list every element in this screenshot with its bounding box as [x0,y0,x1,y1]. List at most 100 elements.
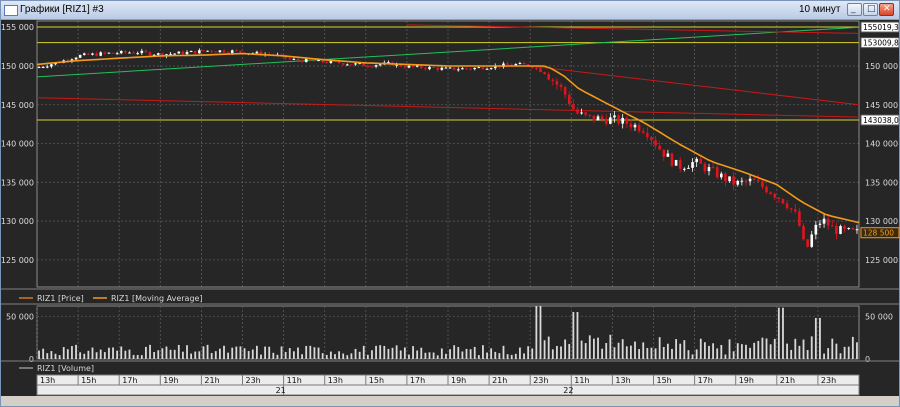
candle-down [703,163,707,172]
candle-down [522,63,526,65]
candle-down [362,63,366,67]
volume-bar [720,344,723,359]
volume-bar [605,342,608,359]
candle-up [189,50,193,52]
volume-bar [798,345,801,359]
candle-up [822,218,826,224]
price-tick-label-left: 130 000 [1,217,34,226]
chart-window-icon [4,5,18,16]
candle-down [641,131,645,133]
candle-up [674,159,678,166]
candle-down [826,218,830,226]
hour-label: 11h [574,376,589,385]
hour-label: 15h [81,376,96,385]
candle-up [169,53,172,55]
candle-up [115,53,119,55]
candle-down [399,63,403,67]
volume-bar [835,343,838,359]
candle-down [87,53,90,55]
volume-bar [531,348,534,359]
volume-bar [317,347,320,359]
volume-bar [42,348,45,359]
candle-up [596,116,600,121]
candle-up [489,68,493,70]
candle-down [646,132,649,138]
hour-label: 15h [657,376,672,385]
candle-up [695,158,698,163]
price-tick-label-left: 135 000 [1,178,34,187]
volume-bar [313,347,316,359]
candle-down [830,225,834,227]
candle-down [744,180,748,182]
volume-bar [383,345,386,359]
price-tick-label-left: 145 000 [1,101,34,110]
candle-down [617,115,620,124]
volume-bar [810,336,813,359]
volume-bar [769,344,772,359]
maximize-icon: □ [867,4,876,14]
volume-bar [399,350,402,359]
candle-down [798,211,801,226]
chart-area[interactable]: 155 000 150 000 150 000 145 000 145 000 140 0… [1,20,899,406]
price-tick-label-right: 135 000 [865,178,898,187]
volume-bar [358,351,361,359]
red-trendline[interactable] [406,24,860,34]
candle-down [715,167,719,178]
hour-label: 15h [369,376,384,385]
legend-price: RIZ1 [Price] [37,294,84,303]
volume-bar [654,348,657,359]
volume-bar [666,343,669,359]
interval-label[interactable]: 10 минут [799,4,841,15]
price-marker-label: 128 500 [863,229,894,238]
candle-down [341,63,345,65]
volume-axis: 50 000 50 000 0 0 [6,312,893,364]
volume-bar [568,344,571,359]
time-axis[interactable]: 13h 15h 17h 19h 21h 23h 11h 13h 15h 17h 19h 21h 23h 1… [1,374,899,406]
horizontal-scrollbar[interactable] [1,396,899,406]
candle-up [485,68,489,70]
volume-bars [38,306,858,359]
candle-down [724,173,727,182]
red-trendline[interactable] [530,65,860,106]
volume-bar [202,346,205,359]
trendlines[interactable] [36,24,860,121]
volume-bar [260,354,262,359]
candle-down [239,50,242,53]
volume-bar [103,352,106,359]
candle-up [428,66,431,70]
volume-bar [420,347,423,359]
volume-bar [494,351,497,359]
price-tick-label-right: 145 000 [865,101,898,110]
moving-average [36,52,860,224]
volume-bar [62,347,65,359]
maximize-button[interactable]: □ [863,3,878,16]
price-legend: RIZ1 [Price] RIZ1 [Moving Average] [19,294,203,303]
volume-bar [671,348,673,359]
volume-bar [510,354,513,359]
volume-bar [523,353,525,359]
volume-bar [827,348,830,359]
minimize-button[interactable]: _ [847,3,862,16]
close-button[interactable]: ✕ [879,3,894,16]
volume-bar [58,355,61,359]
volume-bar [802,339,805,359]
price-marker-box [860,114,899,126]
candle-up [185,51,189,55]
candle-down [789,208,793,210]
candle-up [855,229,859,231]
title-bar[interactable]: Графики [RIZ1] #3 10 минут _ □ ✕ [1,1,899,20]
green-trendline[interactable] [36,26,860,78]
candle-down [432,66,435,68]
candle-up [493,65,497,69]
candle-up [206,50,209,52]
volume-bar [514,353,517,359]
volume-tick-label-right: 50 000 [865,312,893,321]
candle-up [91,53,94,55]
volume-bar [79,352,82,359]
red-trendline[interactable] [36,97,860,118]
volume-bar [87,350,90,359]
hour-label: 17h [410,376,425,385]
volume-bar [210,353,213,359]
volume-bar [716,348,719,359]
volume-bar [251,349,254,359]
